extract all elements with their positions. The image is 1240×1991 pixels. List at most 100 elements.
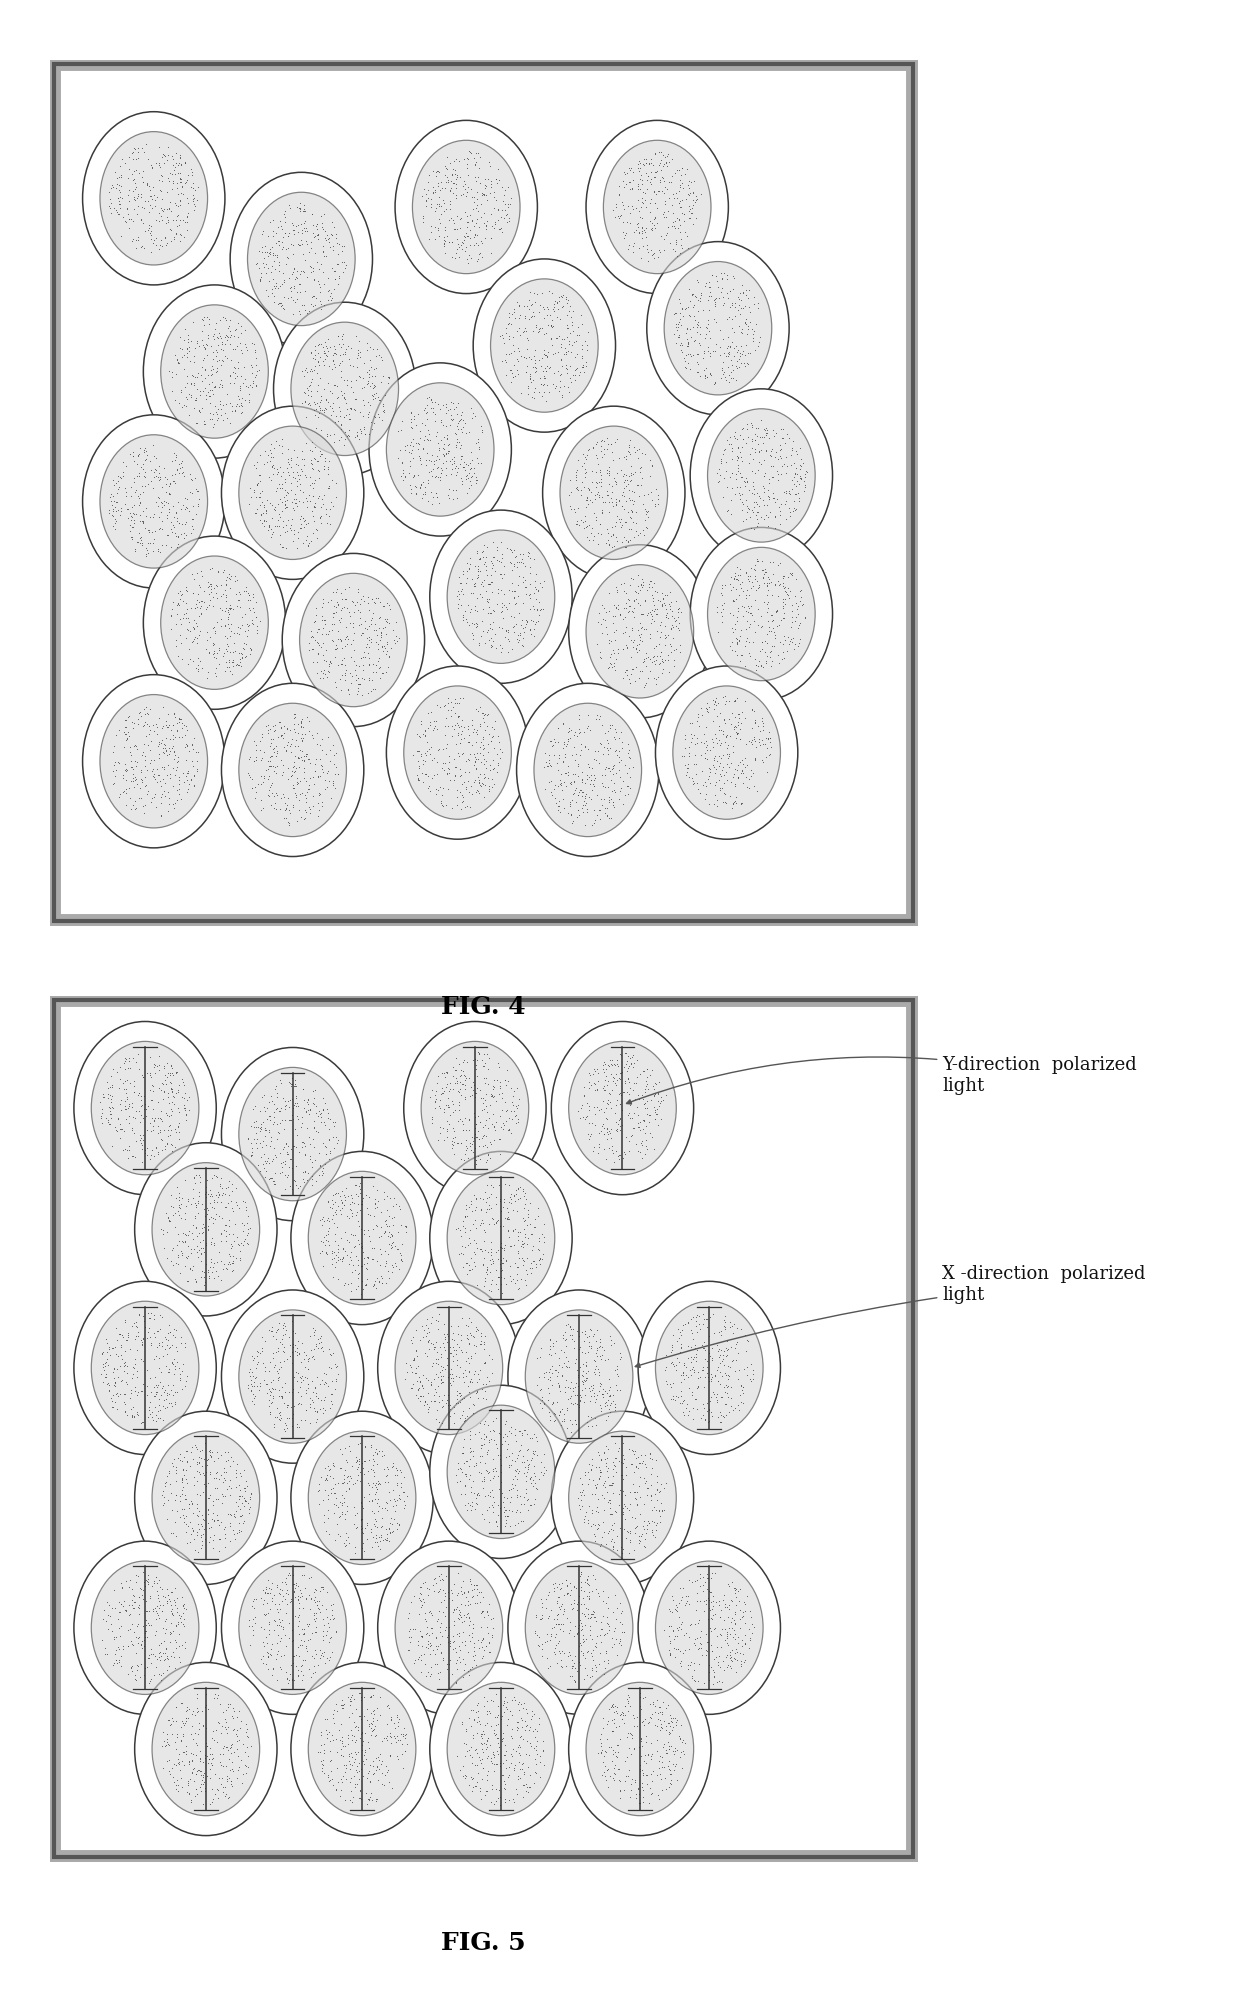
- Point: [157, 1459, 177, 1491]
- Point: [159, 1310, 179, 1342]
- Point: [424, 1334, 444, 1366]
- Point: [260, 1398, 280, 1430]
- Point: [223, 1499, 243, 1531]
- Point: [231, 1242, 250, 1274]
- Point: [601, 1049, 621, 1081]
- Point: [595, 753, 615, 784]
- Point: [515, 1226, 534, 1258]
- Point: [428, 1577, 448, 1609]
- Point: [548, 755, 568, 786]
- Point: [159, 1111, 179, 1143]
- Point: [372, 657, 392, 689]
- Point: [615, 1698, 635, 1730]
- Point: [334, 1688, 353, 1720]
- Point: [720, 291, 740, 323]
- Point: [615, 615, 635, 647]
- Point: [448, 223, 467, 255]
- Point: [263, 518, 283, 550]
- Point: [367, 657, 387, 689]
- Point: [508, 1217, 528, 1248]
- Point: [263, 516, 283, 548]
- Point: [288, 1412, 308, 1443]
- Point: [289, 1593, 309, 1625]
- Point: [730, 553, 750, 585]
- Point: [445, 243, 465, 275]
- Point: [403, 462, 423, 494]
- Point: [358, 1726, 378, 1758]
- Point: [582, 765, 601, 796]
- Point: [440, 147, 460, 179]
- Point: [458, 1597, 477, 1629]
- Point: [191, 1232, 211, 1264]
- Point: [312, 1364, 332, 1396]
- Point: [469, 1358, 489, 1390]
- Point: [556, 739, 575, 771]
- Point: [303, 217, 322, 249]
- Point: [732, 1370, 751, 1402]
- Ellipse shape: [378, 1541, 520, 1714]
- Point: [531, 593, 551, 625]
- Point: [342, 1449, 362, 1481]
- Point: [186, 1262, 206, 1294]
- Point: [707, 1631, 727, 1662]
- Point: [165, 699, 185, 731]
- Point: [573, 780, 593, 812]
- Point: [304, 1081, 324, 1113]
- Point: [475, 1348, 495, 1380]
- Point: [642, 1513, 662, 1545]
- Point: [746, 510, 766, 542]
- Point: [657, 137, 677, 169]
- Point: [474, 1718, 494, 1750]
- Point: [567, 1316, 587, 1348]
- Point: [554, 792, 574, 824]
- Point: [146, 1615, 166, 1647]
- Point: [636, 1748, 656, 1780]
- Point: [284, 462, 304, 494]
- Point: [357, 613, 377, 645]
- Point: [444, 1340, 464, 1372]
- Point: [515, 301, 534, 332]
- Ellipse shape: [239, 426, 346, 559]
- Point: [273, 1083, 293, 1115]
- Point: [675, 1348, 694, 1380]
- Point: [337, 627, 357, 659]
- Point: [449, 404, 469, 436]
- Point: [670, 1635, 689, 1666]
- Point: [321, 1599, 341, 1631]
- Point: [641, 617, 661, 649]
- Point: [732, 639, 751, 671]
- Point: [232, 651, 252, 683]
- Point: [492, 1113, 512, 1145]
- Point: [474, 197, 494, 229]
- Point: [492, 1716, 512, 1748]
- Point: [200, 577, 219, 609]
- Point: [201, 583, 221, 615]
- Point: [417, 1340, 436, 1372]
- Point: [317, 283, 337, 315]
- Point: [525, 1211, 544, 1242]
- Point: [537, 317, 557, 348]
- Point: [236, 575, 255, 607]
- Point: [645, 175, 665, 207]
- Point: [553, 747, 573, 778]
- Point: [283, 239, 303, 271]
- Point: [371, 663, 391, 695]
- Point: [718, 729, 738, 761]
- Point: [408, 458, 428, 490]
- Point: [672, 293, 692, 325]
- Point: [110, 1113, 130, 1145]
- Point: [578, 317, 598, 348]
- Point: [701, 1615, 720, 1647]
- Point: [470, 1039, 490, 1071]
- Point: [108, 1103, 128, 1135]
- Point: [311, 293, 331, 325]
- Point: [595, 792, 615, 824]
- Point: [126, 225, 146, 257]
- Point: [588, 476, 608, 508]
- Point: [495, 557, 515, 589]
- Point: [162, 1702, 182, 1734]
- Point: [651, 147, 671, 179]
- Point: [358, 1443, 378, 1475]
- Point: [635, 1087, 655, 1119]
- Point: [154, 733, 174, 765]
